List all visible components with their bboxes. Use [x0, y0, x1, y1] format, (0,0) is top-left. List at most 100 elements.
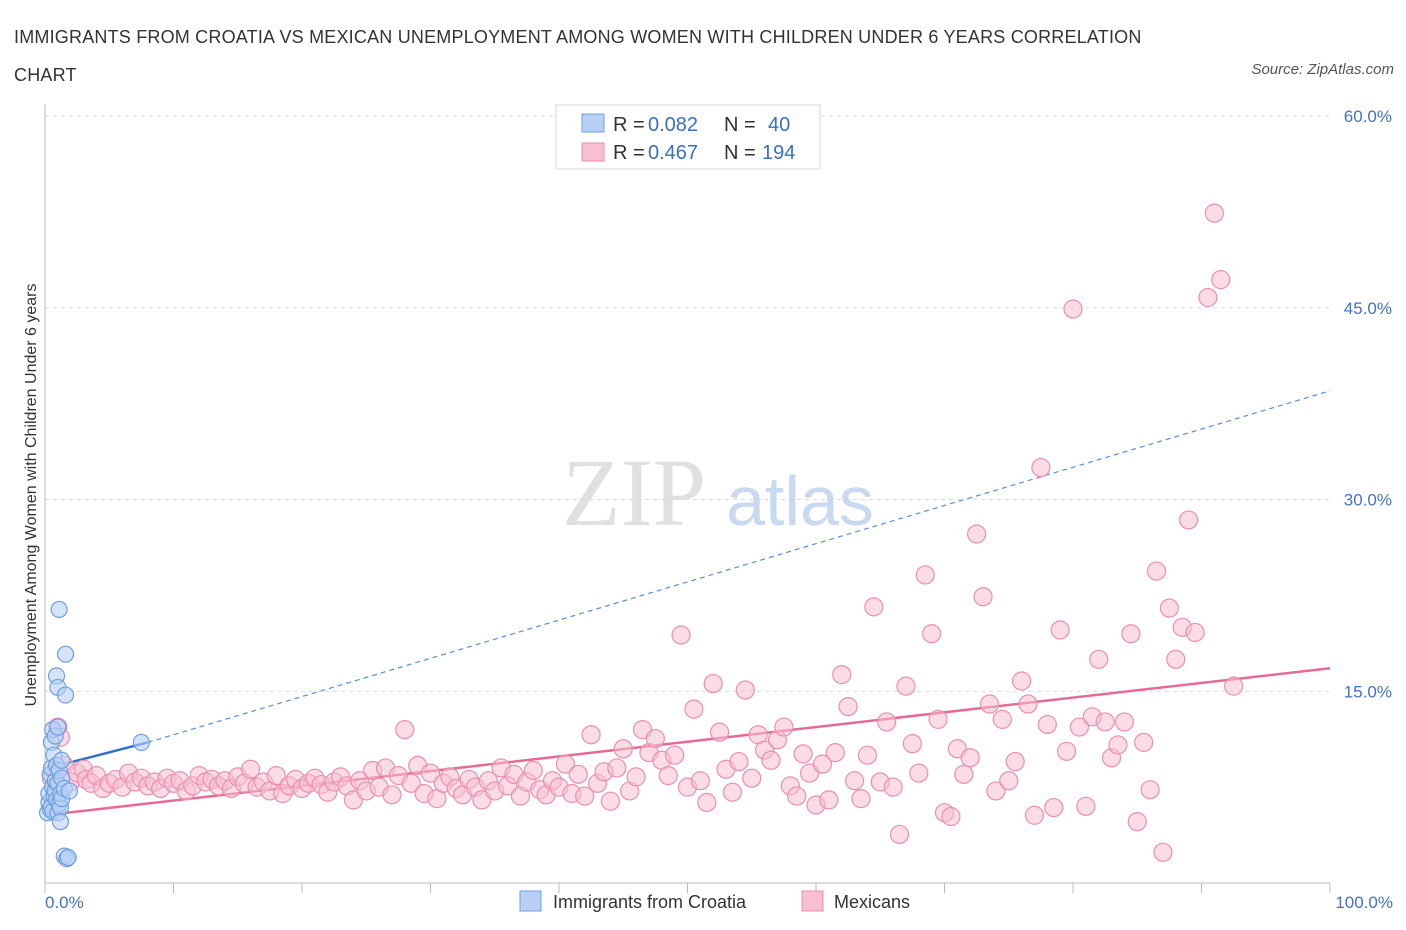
legend-n-label-croatia: N = [724, 114, 756, 136]
y-tick-label: 60.0% [1344, 107, 1392, 126]
series-legend: Immigrants from Croatia Mexicans [519, 890, 910, 912]
data-point-croatia [60, 782, 79, 800]
legend-r-value-croatia: 0.082 [648, 114, 698, 136]
legend-n-label-mexicans: N = [724, 142, 756, 164]
data-point-mexicans [838, 696, 858, 717]
data-point-mexicans [568, 764, 588, 784]
y-tick-label: 30.0% [1344, 491, 1392, 510]
data-point-mexicans [1134, 732, 1154, 752]
data-point-mexicans [954, 764, 974, 784]
data-point-mexicans [986, 781, 1006, 801]
trend-line-croatia-dashed [147, 390, 1331, 743]
data-point-mexicans [575, 786, 595, 806]
watermark: ZIP atlas [562, 439, 874, 546]
data-point-mexicans [613, 739, 633, 759]
data-point-mexicans [819, 790, 839, 810]
x-tick-label-min: 0.0% [45, 893, 84, 912]
series-legend-swatch-croatia [519, 890, 542, 912]
legend-r-value-mexicans: 0.467 [648, 142, 698, 164]
data-point-mexicans [761, 750, 781, 770]
data-point-croatia [53, 751, 71, 769]
legend-swatch-mexicans [581, 142, 605, 162]
data-point-mexicans [825, 743, 845, 763]
data-point-mexicans [1011, 671, 1032, 691]
data-point-mexicans [787, 786, 807, 806]
data-point-mexicans [1127, 812, 1147, 832]
data-point-mexicans [1031, 457, 1051, 478]
x-tick-label-max: 100.0% [1335, 893, 1393, 912]
data-point-mexicans [266, 766, 286, 786]
data-point-mexicans [1153, 842, 1173, 862]
data-point-mexicans [922, 624, 942, 644]
chart-title: IMMIGRANTS FROM CROATIA VS MEXICAN UNEMP… [14, 27, 1142, 85]
data-point-mexicans [812, 754, 833, 774]
series-legend-label-croatia: Immigrants from Croatia [553, 892, 747, 912]
data-point-mexicans [645, 728, 665, 749]
data-point-mexicans [1204, 203, 1224, 223]
axes [44, 104, 1331, 893]
data-point-mexicans [1166, 649, 1186, 669]
y-axis-label: Unemployment Among Women with Children U… [23, 283, 40, 706]
data-point-mexicans [1037, 714, 1057, 735]
data-point-mexicans [1121, 624, 1141, 644]
data-point-mexicans [999, 771, 1019, 791]
data-point-mexicans [889, 824, 910, 845]
source-note: Source: ZipAtlas.com [1251, 61, 1394, 78]
data-point-mexicans [864, 597, 884, 617]
legend-swatch-croatia [581, 113, 605, 133]
series-legend-swatch-mexicans [801, 890, 824, 912]
data-point-mexicans [941, 806, 961, 827]
data-point-mexicans [697, 792, 717, 813]
data-point-mexicans [973, 587, 993, 607]
data-point-mexicans [1044, 797, 1064, 818]
series-legend-label-mexicans: Mexicans [834, 892, 910, 912]
data-point-mexicans [1056, 741, 1077, 761]
data-point-mexicans [1211, 270, 1231, 290]
y-tick-label: 15.0% [1344, 682, 1392, 701]
stats-legend: R = 0.082 N = 40 R = 0.467 N = 194 [555, 104, 821, 170]
data-point-mexicans [960, 748, 980, 768]
data-point-mexicans [857, 745, 878, 765]
data-point-mexicans [395, 719, 415, 740]
legend-n-value-croatia: 40 [768, 114, 790, 136]
data-point-mexicans [241, 759, 261, 779]
data-point-mexicans [1108, 735, 1128, 755]
data-point-mexicans [1198, 287, 1218, 308]
data-point-croatia [50, 600, 68, 619]
data-point-mexicans [658, 766, 678, 786]
data-point-mexicans [1005, 751, 1025, 772]
data-point-mexicans [1095, 712, 1115, 732]
data-point-croatia [56, 686, 75, 704]
data-point-mexicans [1050, 620, 1070, 640]
data-point-mexicans [1185, 622, 1205, 643]
data-point-mexicans [382, 785, 402, 805]
data-point-mexicans [607, 758, 627, 778]
data-point-mexicans [851, 789, 871, 809]
data-point-mexicans [1140, 780, 1160, 800]
data-point-mexicans [690, 771, 710, 791]
data-point-mexicans [1179, 510, 1199, 530]
data-point-mexicans [671, 625, 691, 645]
data-point-mexicans [665, 745, 685, 765]
data-point-mexicans [401, 773, 421, 793]
data-point-mexicans [722, 782, 743, 802]
data-point-mexicans [1018, 694, 1038, 714]
data-point-mexicans [1114, 712, 1135, 732]
data-point-mexicans [600, 791, 621, 811]
data-point-mexicans [729, 751, 749, 772]
data-point-mexicans [915, 565, 935, 585]
data-point-mexicans [1159, 598, 1179, 618]
data-point-mexicans [1063, 299, 1083, 319]
legend-r-label-croatia: R = [613, 114, 645, 136]
grid-lines [45, 115, 1330, 692]
data-point-mexicans [979, 694, 1000, 714]
data-point-mexicans [877, 712, 897, 732]
data-point-mexicans [992, 709, 1012, 729]
data-point-mexicans [902, 734, 922, 754]
data-point-mexicans [703, 673, 723, 694]
data-point-mexicans [710, 722, 730, 742]
data-point-mexicans [1146, 561, 1167, 581]
watermark-zip: ZIP [562, 439, 706, 546]
data-point-mexicans [742, 768, 762, 788]
